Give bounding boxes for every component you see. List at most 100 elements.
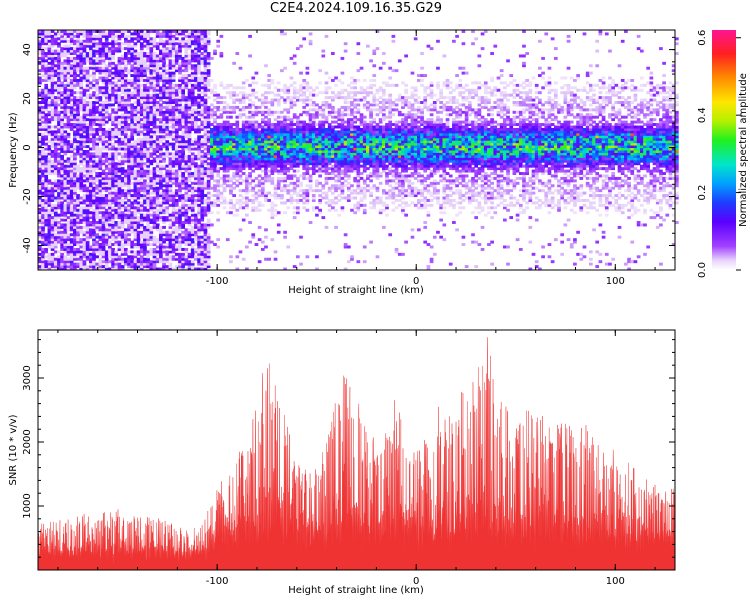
spectrogram-cell — [222, 147, 227, 151]
spectrogram-cell — [232, 127, 236, 131]
spectrogram-cell — [232, 176, 236, 180]
spectrogram-cell — [174, 108, 179, 112]
spectrogram-cell — [63, 86, 68, 90]
spectrogram-cell — [108, 142, 112, 146]
spectrogram-cell — [117, 208, 122, 212]
spectrogram-cell — [114, 201, 119, 205]
spectrogram-cell — [181, 150, 186, 153]
spectrogram-cell — [79, 140, 84, 144]
spectrogram-cell — [257, 152, 262, 156]
spectrogram-cell — [245, 93, 249, 97]
spectrogram-cell — [44, 103, 49, 107]
spectrogram-cell — [63, 189, 68, 193]
spectrogram-cell — [66, 159, 71, 163]
spectrogram-cell — [38, 218, 42, 222]
spectrogram-cell — [152, 118, 157, 122]
spectrogram-cell — [69, 34, 74, 38]
spectrogram-cell — [248, 147, 252, 151]
spectrogram-cell — [85, 42, 90, 46]
spectrogram-cell — [162, 78, 166, 82]
spectrogram-cell — [47, 260, 52, 264]
spectrogram-cell — [248, 181, 252, 185]
spectrogram-cell — [108, 127, 112, 131]
spectrogram-cell — [130, 132, 135, 136]
spectrogram-cell — [53, 233, 58, 237]
spectrogram-cell — [200, 127, 205, 131]
spectrogram-cell — [174, 221, 179, 224]
spectrogram-cell — [225, 169, 230, 173]
spectrogram-cell — [98, 135, 103, 139]
spectrogram-cell — [184, 243, 189, 247]
spectrogram-cell — [108, 245, 112, 249]
spectrogram-cell — [60, 191, 64, 195]
spectrogram-cell — [133, 245, 138, 249]
spectrogram-cell — [66, 145, 71, 149]
spectrogram-cells — [38, 30, 679, 271]
spectrogram-cell — [127, 147, 131, 151]
spectrogram-cell — [139, 145, 144, 149]
spectrogram-cell — [92, 169, 96, 173]
spectrogram-cell — [257, 184, 262, 188]
spectrogram-cell — [101, 267, 106, 271]
spectrogram-cell — [178, 32, 182, 36]
spectrogram-cell — [104, 105, 109, 109]
spectrogram-cell — [50, 154, 55, 158]
spectrogram-cell — [254, 208, 259, 212]
spectrogram-cell — [241, 135, 246, 139]
spectrogram-cell — [85, 265, 90, 269]
spectrogram-cell — [41, 262, 45, 266]
spectrogram-cell — [85, 88, 90, 92]
spectrogram-cell — [178, 257, 182, 261]
spectrogram-cell — [38, 221, 42, 224]
spectrogram-cell — [44, 194, 49, 198]
spectrogram-cell — [69, 179, 74, 183]
spectrogram-cell — [251, 125, 256, 129]
spectrogram-cell — [69, 181, 74, 185]
spectrogram-cell — [165, 235, 170, 239]
spectrogram-cell — [219, 191, 224, 195]
spectrogram-cell — [200, 211, 205, 215]
spectrogram-cell — [200, 169, 205, 173]
spectrogram-cell — [63, 147, 68, 151]
spectrogram-cell — [117, 49, 122, 53]
spectrogram-cell — [104, 113, 109, 117]
spectrogram-cell — [98, 225, 103, 229]
spectrogram-cell — [57, 198, 61, 202]
spectrogram-cell — [171, 147, 176, 151]
spectrogram-cell — [197, 125, 201, 129]
spectrogram-cell — [200, 98, 205, 102]
spectrogram-cell — [241, 150, 246, 153]
spectrogram-cell — [111, 235, 115, 239]
spectrogram-cell — [92, 108, 96, 112]
spectrogram-cell — [235, 179, 240, 183]
spectrogram-cell — [162, 127, 166, 131]
spectrogram-cell — [159, 78, 163, 82]
spectrogram-cell — [123, 93, 128, 97]
spectrogram-cell — [88, 108, 93, 112]
spectrogram-cell — [111, 142, 115, 146]
spectrogram-cell — [92, 216, 96, 220]
spectrogram-cell — [254, 110, 259, 114]
spectrogram-cell — [168, 145, 173, 149]
spectrogram-cell — [155, 267, 160, 271]
spectrogram-cell — [114, 76, 119, 80]
spectrogram-cell — [41, 74, 45, 78]
spectrogram-cell — [181, 135, 186, 139]
spectrogram-cell — [38, 176, 42, 180]
spectrogram-cell — [41, 233, 45, 237]
spectrogram-cell — [159, 74, 163, 78]
spectrogram-cell — [111, 135, 115, 139]
spectrogram-cell — [130, 135, 135, 139]
spectrogram-cell — [98, 66, 103, 70]
spectrogram-cell — [206, 83, 211, 87]
spectrogram-cell — [69, 69, 74, 73]
spectrogram-cell — [108, 47, 112, 51]
spectrogram-cell — [241, 132, 246, 136]
spectrogram-cell — [181, 105, 186, 109]
spectrogram-cell — [184, 198, 189, 202]
spectrogram-cell — [139, 113, 144, 117]
spectrogram-cell — [171, 91, 176, 95]
spectrogram-cell — [41, 181, 45, 185]
spectrogram-cell — [101, 176, 106, 180]
spectrogram-cell — [38, 233, 42, 237]
